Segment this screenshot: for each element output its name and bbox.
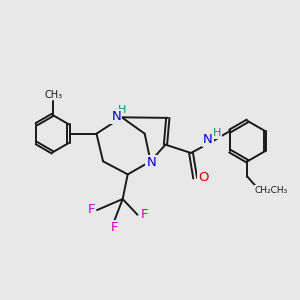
Text: H: H — [118, 105, 127, 115]
Text: CH₃: CH₃ — [44, 90, 62, 100]
Text: F: F — [87, 203, 95, 216]
Text: N: N — [112, 110, 121, 123]
Text: CH₂CH₃: CH₂CH₃ — [255, 186, 288, 195]
Text: O: O — [198, 171, 209, 184]
Text: H: H — [212, 128, 221, 138]
Text: N: N — [146, 156, 156, 169]
Text: F: F — [140, 208, 148, 221]
Text: N: N — [203, 134, 212, 146]
Text: F: F — [111, 221, 118, 234]
